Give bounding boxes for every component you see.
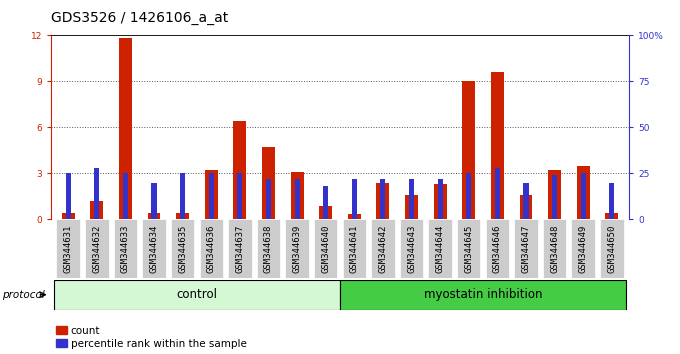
Bar bbox=[605, 212, 618, 219]
Text: GSM344633: GSM344633 bbox=[121, 224, 130, 273]
FancyBboxPatch shape bbox=[286, 219, 309, 278]
Text: GSM344650: GSM344650 bbox=[607, 224, 616, 273]
Text: GSM344646: GSM344646 bbox=[493, 224, 502, 273]
Bar bbox=[434, 184, 447, 219]
Bar bbox=[205, 170, 218, 219]
FancyBboxPatch shape bbox=[571, 219, 595, 278]
Bar bbox=[209, 173, 214, 219]
FancyBboxPatch shape bbox=[543, 219, 566, 278]
Bar bbox=[380, 179, 386, 219]
Bar bbox=[405, 195, 418, 219]
FancyBboxPatch shape bbox=[514, 219, 538, 278]
Text: GSM344644: GSM344644 bbox=[436, 224, 445, 273]
Bar bbox=[340, 280, 626, 310]
FancyBboxPatch shape bbox=[114, 219, 137, 278]
Bar bbox=[319, 206, 332, 219]
Bar bbox=[552, 175, 557, 219]
Bar bbox=[262, 147, 275, 219]
FancyBboxPatch shape bbox=[457, 219, 481, 278]
Bar bbox=[466, 173, 471, 219]
Bar bbox=[377, 183, 390, 219]
Text: GSM344643: GSM344643 bbox=[407, 224, 416, 273]
Bar bbox=[348, 214, 361, 219]
Bar bbox=[65, 173, 71, 219]
Bar bbox=[577, 166, 590, 219]
Bar bbox=[524, 183, 528, 219]
Text: protocol: protocol bbox=[2, 290, 45, 300]
Text: GSM344638: GSM344638 bbox=[264, 224, 273, 273]
FancyBboxPatch shape bbox=[85, 219, 109, 278]
Bar bbox=[409, 179, 414, 219]
FancyBboxPatch shape bbox=[486, 219, 509, 278]
Bar bbox=[148, 213, 160, 219]
Bar bbox=[491, 72, 504, 219]
Text: GSM344639: GSM344639 bbox=[292, 224, 301, 273]
Text: GSM344649: GSM344649 bbox=[579, 224, 588, 273]
Bar bbox=[119, 39, 132, 219]
FancyBboxPatch shape bbox=[314, 219, 337, 278]
Text: GSM344641: GSM344641 bbox=[350, 224, 359, 273]
Bar bbox=[176, 212, 189, 219]
FancyBboxPatch shape bbox=[428, 219, 452, 278]
Bar bbox=[462, 81, 475, 219]
FancyBboxPatch shape bbox=[371, 219, 394, 278]
Text: control: control bbox=[176, 288, 218, 301]
FancyBboxPatch shape bbox=[600, 219, 624, 278]
Bar bbox=[233, 121, 246, 219]
Bar bbox=[237, 173, 243, 219]
Text: GDS3526 / 1426106_a_at: GDS3526 / 1426106_a_at bbox=[51, 11, 228, 25]
Text: GSM344640: GSM344640 bbox=[321, 224, 330, 273]
FancyBboxPatch shape bbox=[171, 219, 194, 278]
Bar bbox=[180, 173, 185, 219]
FancyBboxPatch shape bbox=[343, 219, 366, 278]
Text: GSM344631: GSM344631 bbox=[64, 224, 73, 273]
Bar bbox=[95, 168, 99, 219]
Text: GSM344635: GSM344635 bbox=[178, 224, 187, 273]
Text: myostatin inhibition: myostatin inhibition bbox=[424, 288, 543, 301]
Text: GSM344637: GSM344637 bbox=[235, 224, 244, 273]
FancyBboxPatch shape bbox=[56, 219, 80, 278]
Bar bbox=[609, 183, 615, 219]
Bar bbox=[352, 179, 357, 219]
Bar bbox=[62, 212, 75, 219]
Text: GSM344645: GSM344645 bbox=[464, 224, 473, 273]
FancyBboxPatch shape bbox=[142, 219, 166, 278]
Text: GSM344647: GSM344647 bbox=[522, 224, 530, 273]
Legend: count, percentile rank within the sample: count, percentile rank within the sample bbox=[56, 326, 247, 349]
FancyBboxPatch shape bbox=[199, 219, 223, 278]
Bar bbox=[437, 179, 443, 219]
Bar bbox=[495, 168, 500, 219]
FancyBboxPatch shape bbox=[400, 219, 423, 278]
Text: GSM344636: GSM344636 bbox=[207, 224, 216, 273]
Text: GSM344648: GSM344648 bbox=[550, 224, 559, 273]
Bar bbox=[294, 179, 300, 219]
Bar bbox=[323, 186, 328, 219]
Bar bbox=[54, 280, 340, 310]
Bar bbox=[520, 195, 532, 219]
Bar bbox=[548, 170, 561, 219]
Text: GSM344632: GSM344632 bbox=[92, 224, 101, 273]
FancyBboxPatch shape bbox=[228, 219, 252, 278]
FancyBboxPatch shape bbox=[257, 219, 280, 278]
Text: GSM344642: GSM344642 bbox=[379, 224, 388, 273]
Bar bbox=[290, 172, 303, 219]
Bar bbox=[581, 173, 585, 219]
Bar bbox=[266, 179, 271, 219]
Bar bbox=[152, 183, 156, 219]
Text: GSM344634: GSM344634 bbox=[150, 224, 158, 273]
Bar bbox=[90, 201, 103, 219]
Bar bbox=[123, 173, 128, 219]
